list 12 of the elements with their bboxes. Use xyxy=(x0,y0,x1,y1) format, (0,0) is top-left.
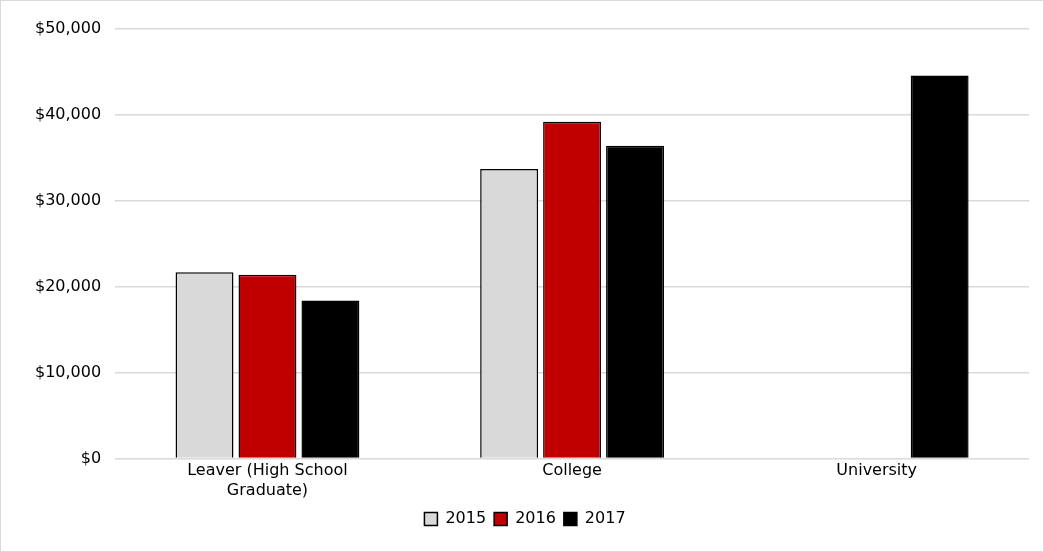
x-tick-label: University xyxy=(836,460,918,480)
legend-label: 2017 xyxy=(584,508,626,528)
y-tick-label: $0 xyxy=(80,447,102,467)
x-tick-label: College xyxy=(542,460,602,480)
y-tick-label: $20,000 xyxy=(34,275,102,295)
y-tick-label: $30,000 xyxy=(34,190,102,209)
y-tick-label: $50,000 xyxy=(34,18,102,38)
legend-label: 2015 xyxy=(445,508,487,528)
y-tick-label: $10,000 xyxy=(34,361,102,381)
legend-label: 2016 xyxy=(515,508,556,528)
y-tick-label: $40,000 xyxy=(34,104,102,124)
x-tick-label: Leaver (High School Graduate) xyxy=(187,460,348,499)
